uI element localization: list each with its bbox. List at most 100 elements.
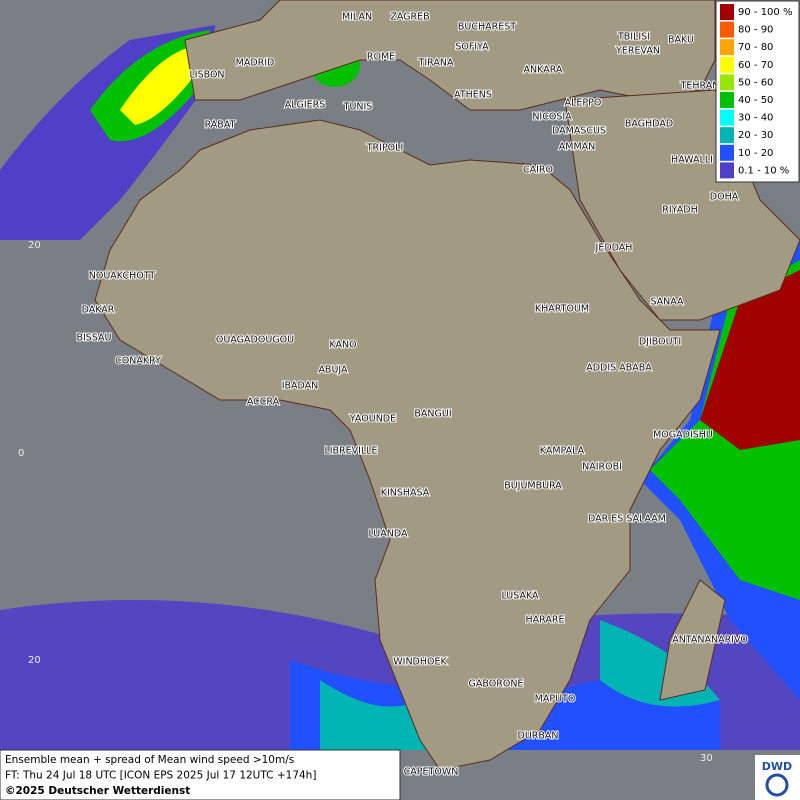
city-label: ACCRA — [247, 397, 280, 408]
city-label: AMMAN — [559, 142, 596, 153]
city-label: TIRANA — [418, 58, 454, 69]
city-label: KINSHASA — [381, 488, 430, 499]
city-label: LUSAKA — [501, 591, 539, 602]
caption-box — [0, 749, 401, 800]
city-label: SOFIYA — [455, 42, 489, 53]
grid-label: 0 — [18, 448, 24, 459]
legend-swatch — [720, 162, 734, 179]
city-label: DAMASCUS — [552, 126, 606, 137]
legend-swatch — [720, 4, 734, 20]
grid-label: 20 — [28, 240, 41, 251]
logo: DWD — [762, 760, 792, 773]
legend-swatch — [720, 109, 734, 126]
logo-box — [755, 755, 800, 800]
city-label: OUAGADOUGOU — [216, 335, 294, 346]
city-label: CONAKRY — [115, 356, 161, 367]
south-wind-peak — [320, 680, 430, 750]
city-label: BANGUI — [414, 409, 451, 420]
city-label: ALEPPO — [565, 98, 602, 109]
madagascar — [659, 579, 726, 701]
legend-swatch — [720, 92, 734, 108]
atlantic-wind-peak — [120, 45, 200, 125]
city-label: LUANDA — [368, 529, 408, 540]
grid-label: 20 — [28, 655, 41, 666]
city-label: DAKAR — [82, 305, 115, 316]
city-label: HAWALLI — [671, 155, 713, 166]
city-label: CAPETOWN — [404, 767, 459, 778]
legend-label: 20 - 30 — [738, 130, 773, 141]
caption-line: ©2025 Deutscher Wetterdienst — [5, 785, 190, 797]
city-label: IBADAN — [282, 381, 319, 392]
city-label: KAMPALA — [540, 446, 585, 457]
legend-label: 10 - 20 — [738, 148, 773, 159]
city-label: GABORONE — [469, 679, 524, 690]
city-label: BISSAU — [76, 333, 111, 344]
city-label: BUJUMBURA — [504, 481, 562, 492]
grid-label: 30 — [700, 753, 713, 764]
city-label: RIYADH — [662, 205, 697, 216]
city-label: WINDHOEK — [393, 657, 447, 668]
city-label: TUNIS — [343, 102, 373, 113]
europe — [184, 0, 716, 111]
city-label: RABAT — [205, 120, 236, 131]
city-label: NOUAKCHOTT — [89, 271, 156, 282]
city-label: NICOSIA — [532, 112, 572, 123]
logo-icon — [765, 773, 789, 797]
city-label: KHARTOUM — [535, 304, 589, 315]
city-label: ALGIERS — [285, 100, 326, 111]
caption-line: FT: Thu 24 Jul 18 UTC [ICON EPS 2025 Jul… — [5, 770, 316, 782]
city-label: MILAN — [342, 12, 372, 23]
legend-label: 40 - 50 — [738, 95, 773, 106]
legend-label: 50 - 60 — [738, 77, 773, 88]
grid-labels: 20 0 20 30 — [18, 240, 713, 764]
legend-label: 80 - 90 — [738, 25, 773, 36]
city-label: TEHRAN — [680, 81, 720, 92]
city-label: ATHENS — [454, 90, 492, 101]
city-label: ZAGREB — [390, 12, 429, 23]
city-label: ABUJA — [318, 365, 348, 376]
legend-label: 60 - 70 — [738, 60, 773, 71]
city-label: TRIPOLI — [366, 143, 404, 154]
city-label: DAR ES SALAAM — [588, 514, 666, 525]
legend-label: 90 - 100 % — [738, 7, 792, 18]
city-labels: MILAN ZAGREB BUCHAREST SOFIYA TBILISI BAKU YER… — [75, 11, 748, 779]
city-label: ADDIS ABABA — [586, 363, 652, 374]
city-label: ANTANANARIVO — [672, 635, 748, 646]
land — [94, 0, 800, 771]
caption: Ensemble mean + spread of Mean wind spee… — [5, 754, 316, 797]
city-label: MAPUTO — [535, 694, 576, 705]
city-label: TBILISI — [617, 32, 650, 43]
legend-swatch — [720, 127, 734, 144]
city-label: LISBON — [189, 70, 224, 81]
city-label: LIBREVILLE — [324, 446, 377, 457]
city-label: JEDDAH — [595, 243, 633, 254]
city-label: BUCHAREST — [458, 22, 516, 33]
city-label: DURBAN — [518, 731, 559, 742]
city-label: DOHA — [710, 192, 739, 203]
city-label: DJIBOUTI — [639, 337, 681, 348]
city-label: ANKARA — [524, 65, 563, 76]
legend-label: 0.1 - 10 % — [738, 165, 789, 176]
city-label: KANO — [329, 340, 356, 351]
legend-swatch — [720, 39, 734, 56]
city-label: ROME — [367, 52, 395, 63]
legend-swatch — [720, 74, 734, 91]
legend-swatch — [720, 21, 734, 38]
legend-label: 30 - 40 — [738, 113, 773, 124]
city-label: YEREVAN — [615, 46, 660, 57]
caption-line: Ensemble mean + spread of Mean wind spee… — [5, 754, 294, 766]
legend-swatch — [720, 144, 734, 161]
city-label: BAKU — [668, 35, 694, 46]
city-label: HARARE — [526, 615, 565, 626]
city-label: MADRID — [236, 58, 275, 69]
east-wind-peak — [700, 270, 800, 450]
city-label: NAIROBI — [582, 462, 622, 473]
africa — [94, 119, 721, 771]
legend: 90 - 100 % 80 - 90 70 - 80 60 - 70 50 - 60 40… — [715, 0, 800, 183]
city-label: MOGADISHU — [653, 430, 713, 441]
legend-label: 70 - 80 — [738, 42, 773, 53]
city-label: CAIRO — [523, 165, 553, 176]
legend-swatch — [720, 56, 734, 73]
city-label: YAOUNDE — [349, 414, 396, 425]
